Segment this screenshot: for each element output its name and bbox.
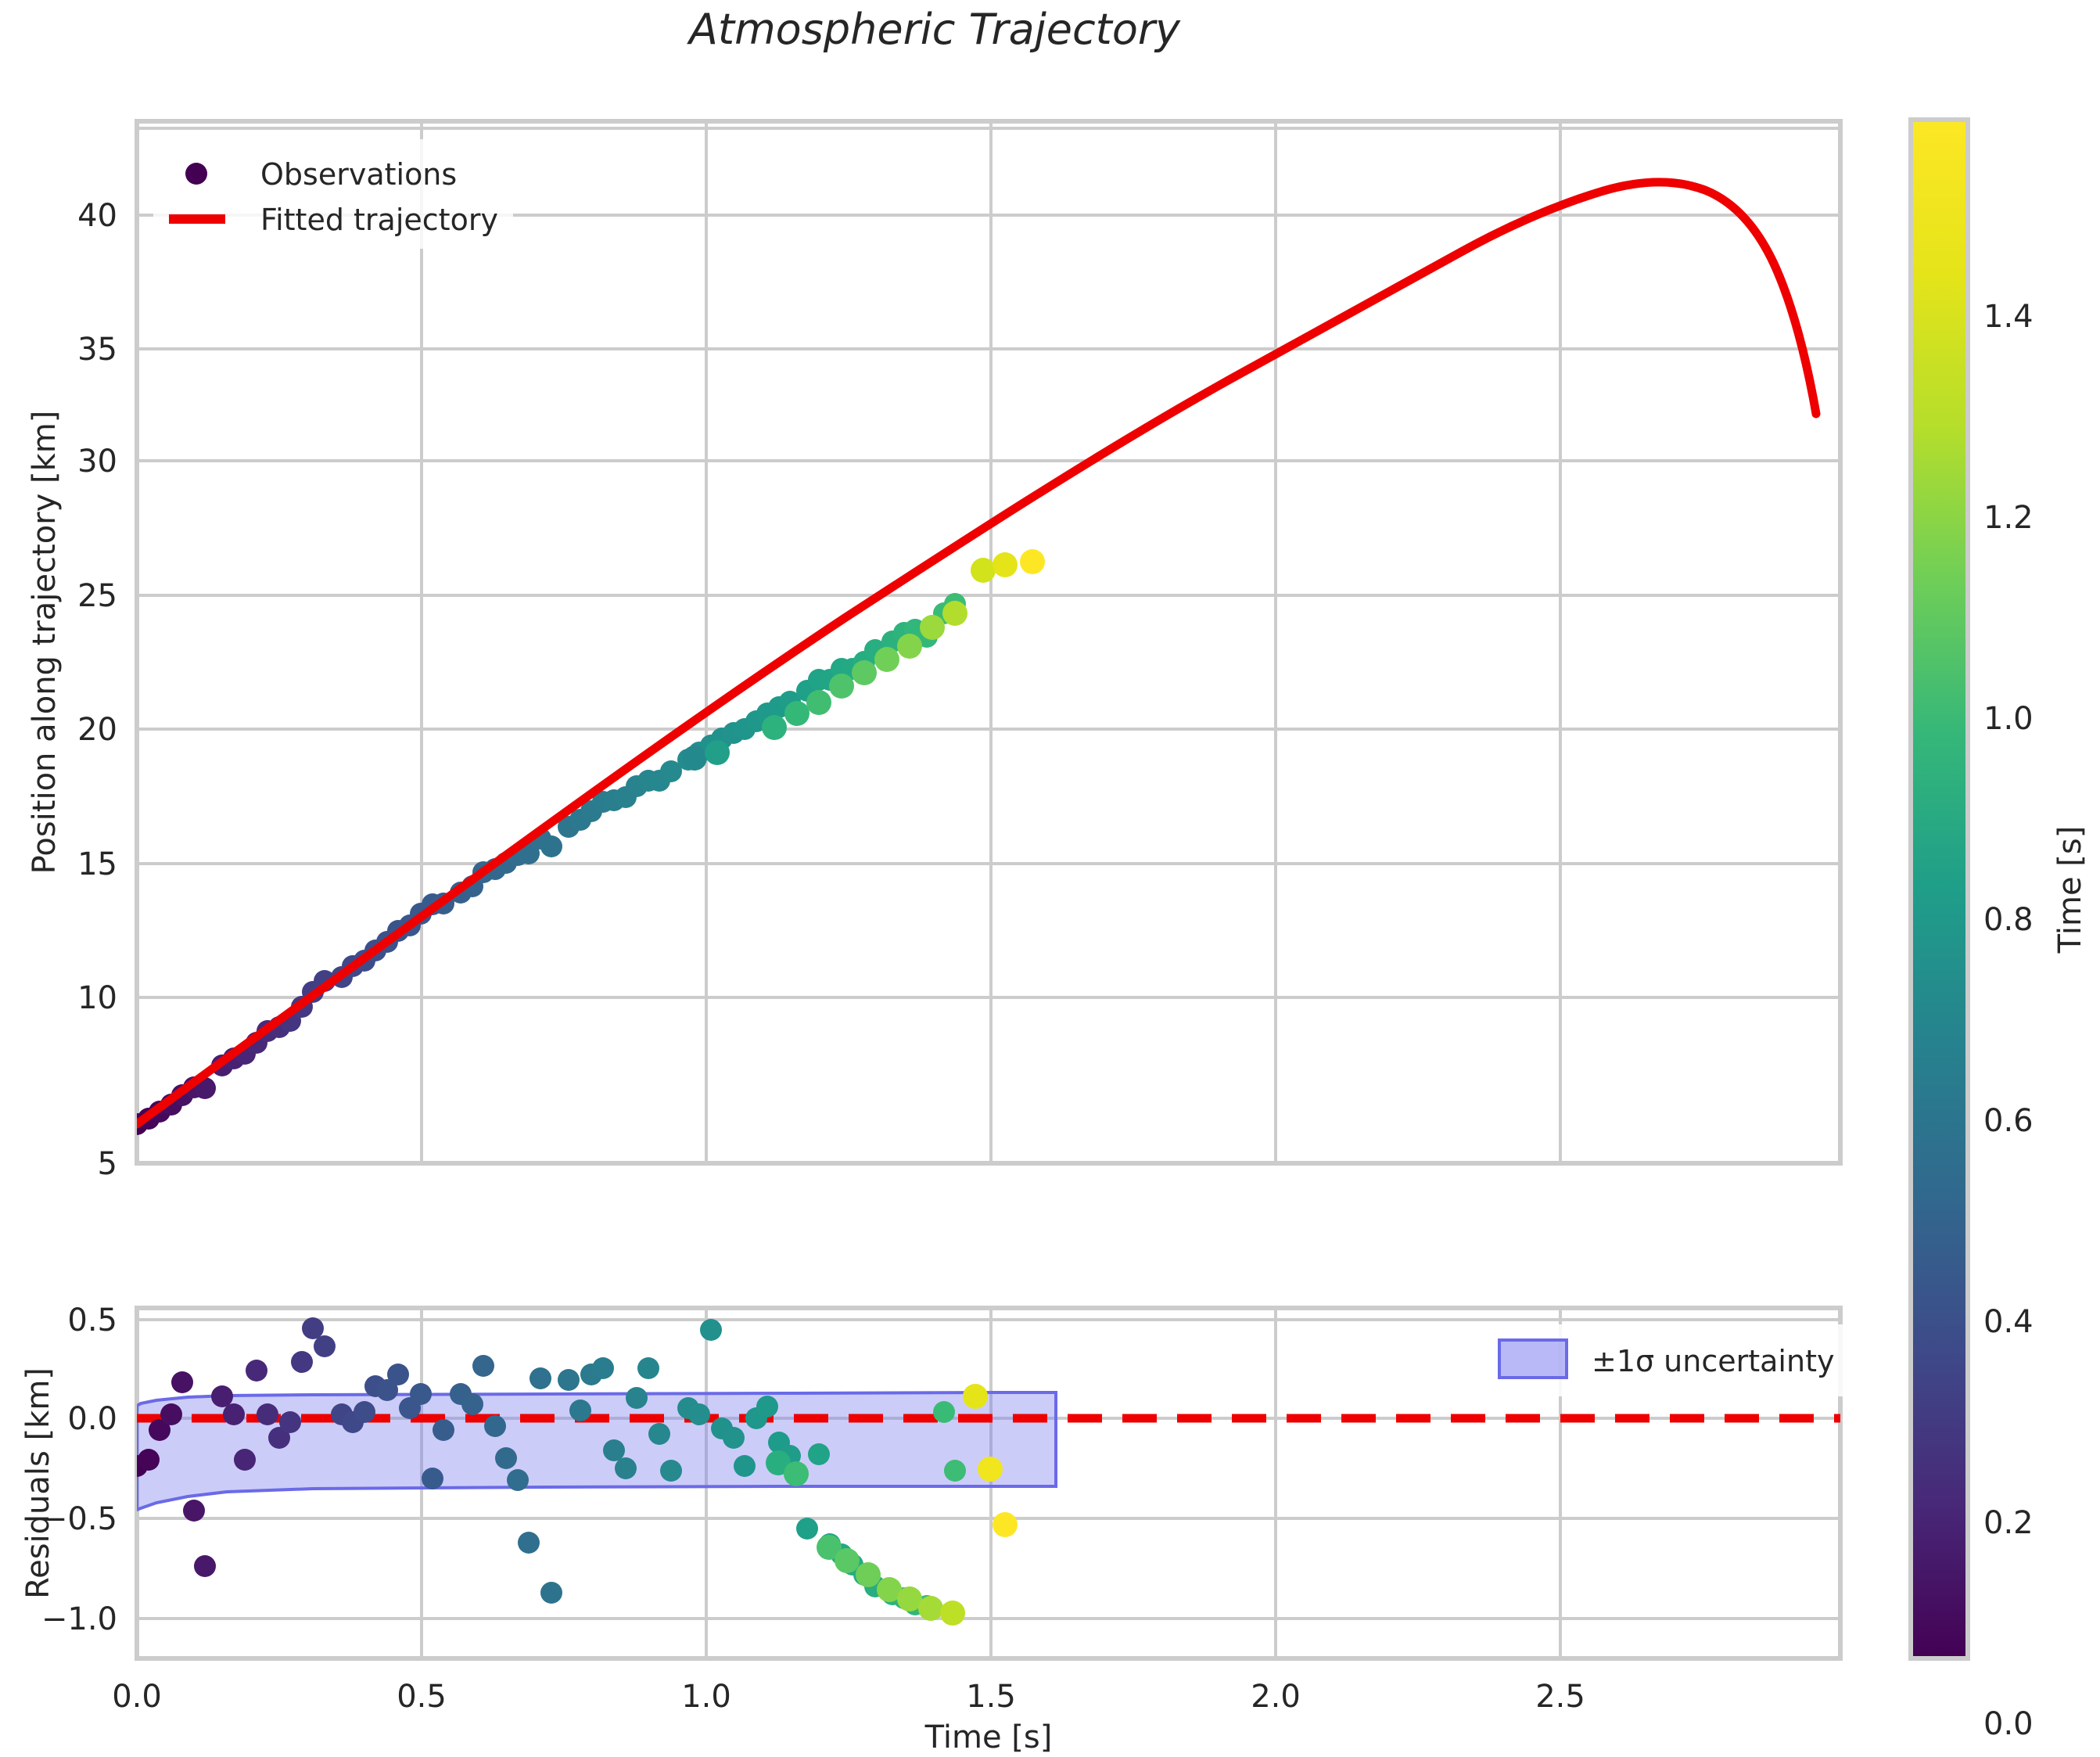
colorbar-label: Time [s] (2052, 826, 2088, 954)
res-ytick-m1p0: −1.0 (41, 1601, 117, 1637)
xtick-1p5: 1.5 (966, 1679, 1016, 1715)
cbar-tick-0p2: 0.2 (1983, 1505, 2034, 1541)
main-plot-background (137, 121, 1840, 1163)
main-ytick-30: 30 (77, 444, 117, 480)
cbar-tick-0p0: 0.0 (1983, 1706, 2034, 1742)
main-ytick-5: 5 (98, 1146, 117, 1182)
colorbar-gradient[interactable] (1908, 117, 1970, 1661)
main-panel: Observations Fitted trajectory 40 35 30 … (27, 119, 1843, 1182)
cbar-tick-0p8: 0.8 (1983, 902, 2034, 938)
main-ytick-10: 10 (77, 980, 117, 1016)
residual-ytick-labels: 0.5 0.0 −0.5 −1.0 (41, 1302, 117, 1637)
main-legend[interactable]: Observations Fitted trajectory (153, 139, 513, 249)
res-ytick-0p5: 0.5 (67, 1302, 117, 1338)
x-axis-label: Time [s] (924, 1719, 1053, 1755)
main-ytick-25: 25 (77, 578, 117, 614)
cbar-tick-0p6: 0.6 (1983, 1103, 2034, 1139)
main-ytick-labels: 40 35 30 25 20 15 10 5 (77, 198, 117, 1182)
residual-scatter (137, 1317, 1018, 1626)
colorbar[interactable]: 1.4 1.2 1.0 0.8 0.6 0.4 0.2 0.0 Time [s] (1908, 117, 2088, 1742)
legend-observations-label: Observations (260, 157, 457, 192)
residual-panel: ±1σ uncertainty 0.5 0.0 −0.5 −1.0 Residu… (20, 1302, 1849, 1661)
residual-legend[interactable]: ±1σ uncertainty (1481, 1324, 1849, 1396)
main-ylabel: Position along trajectory [km] (27, 411, 63, 875)
main-ytick-35: 35 (77, 332, 117, 368)
colorbar-tick-labels: 1.4 1.2 1.0 0.8 0.6 0.4 0.2 0.0 (1983, 299, 2034, 1742)
residual-ylabel: Residuals [km] (20, 1367, 56, 1599)
x-axis: 0.0 0.5 1.0 1.5 2.0 2.5 Time [s] (112, 1679, 1585, 1755)
main-data-layer (137, 178, 1821, 1135)
xtick-1p0: 1.0 (681, 1679, 731, 1715)
xtick-2p5: 2.5 (1535, 1679, 1585, 1715)
fitted-trajectory-curve (137, 178, 1821, 1129)
xtick-0p5: 0.5 (397, 1679, 447, 1715)
main-ytick-40: 40 (77, 198, 117, 234)
cbar-tick-0p4: 0.4 (1983, 1304, 2034, 1340)
legend-uncertainty-label: ±1σ uncertainty (1592, 1344, 1834, 1378)
legend-uncertainty-swatch (1498, 1338, 1568, 1379)
res-ytick-0p0: 0.0 (67, 1401, 117, 1437)
cbar-tick-1p2: 1.2 (1983, 500, 2034, 536)
main-legend-box (153, 139, 513, 249)
main-ytick-15: 15 (77, 846, 117, 882)
residual-data-layer (137, 1317, 1840, 1626)
main-gridlines (135, 121, 1842, 1165)
xtick-0p0: 0.0 (112, 1679, 162, 1715)
main-plot-frame (135, 119, 1843, 1166)
legend-fitted-label: Fitted trajectory (260, 203, 498, 237)
main-ytick-20: 20 (77, 712, 117, 748)
cbar-tick-1p4: 1.4 (1983, 299, 2034, 335)
figure-title: Atmospheric Trajectory (688, 5, 1181, 54)
cbar-tick-1p0: 1.0 (1983, 701, 2034, 737)
res-ytick-m0p5: −0.5 (41, 1501, 117, 1537)
xtick-2p0: 2.0 (1251, 1679, 1301, 1715)
legend-observations-marker (185, 163, 207, 185)
